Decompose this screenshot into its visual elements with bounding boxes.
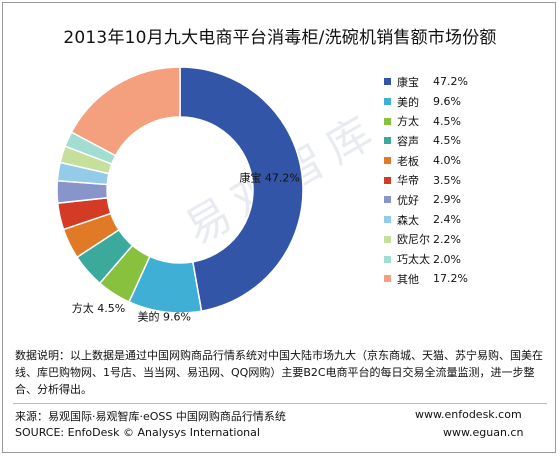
legend-item: 优好 2.9% — [384, 190, 534, 210]
url-enfodesk: www.enfodesk.com — [415, 408, 522, 421]
legend-swatch — [384, 137, 391, 145]
legend-value: 17.2% — [433, 272, 468, 286]
url-eguan: www.eguan.cn — [443, 426, 524, 439]
chart-legend: 康宝 47.2% 美的 9.6% 方太 4.5% 容声 4.5% 老板 4.0% 华帝 3.5% 优好 2… — [384, 72, 534, 289]
donut-chart: 康宝 47.2% 美的 9.6% 方太 4.5% — [56, 66, 304, 324]
legend-label: 容声 — [397, 134, 419, 148]
legend-item: 美的 9.6% — [384, 92, 534, 112]
legend-value: 4.5% — [433, 114, 461, 128]
legend-value: 2.9% — [433, 193, 461, 207]
legend-item: 森太 2.4% — [384, 210, 534, 230]
legend-label: 优好 — [397, 193, 419, 207]
legend-label: 方太 — [397, 115, 419, 129]
chart-frame: 2013年10月九大电商平台消毒柜/洗碗机销售额市场份额 易观智库 康宝 47.… — [2, 2, 556, 453]
legend-label: 森太 — [397, 213, 419, 227]
legend-item: 老板 4.0% — [384, 151, 534, 171]
legend-item: 方太 4.5% — [384, 111, 534, 131]
legend-swatch — [384, 117, 391, 125]
legend-item: 容声 4.5% — [384, 131, 534, 151]
source-cn: 来源：易观国际·易观智库·eOSS 中国网购商品行情系统 — [15, 410, 286, 423]
legend-item: 欧尼尔 2.2% — [384, 230, 534, 250]
legend-swatch — [384, 157, 391, 165]
data-note: 数据说明：以上数据是通过中国网购商品行情系统对中国大陆市场九大（京东商城、天猫、… — [15, 349, 543, 396]
legend-value: 47.2% — [433, 75, 468, 89]
legend-label: 华帝 — [397, 174, 419, 188]
legend-value: 2.2% — [433, 232, 461, 246]
slice-label-美的: 美的 9.6% — [138, 309, 191, 323]
legend-item: 巧太太 2.0% — [384, 249, 534, 269]
legend-swatch — [384, 275, 391, 283]
legend-value: 4.5% — [433, 134, 461, 148]
legend-item: 康宝 47.2% — [384, 72, 534, 92]
legend-value: 9.6% — [433, 95, 461, 109]
legend-value: 4.0% — [433, 154, 461, 168]
chart-title: 2013年10月九大电商平台消毒柜/洗碗机销售额市场份额 — [63, 28, 497, 48]
donut-slices — [56, 66, 304, 314]
legend-swatch — [384, 235, 391, 243]
legend-label: 康宝 — [397, 75, 419, 89]
legend-label: 巧太太 — [397, 253, 430, 267]
divider — [13, 403, 547, 404]
legend-value: 3.5% — [433, 173, 461, 187]
legend-item: 华帝 3.5% — [384, 170, 534, 190]
source-en: SOURCE: EnfoDesk © Analysys Internationa… — [15, 426, 260, 439]
slice-其他 — [70, 66, 181, 157]
legend-label: 其他 — [397, 272, 419, 286]
legend-label: 欧尼尔 — [397, 233, 430, 247]
legend-swatch — [384, 98, 391, 106]
slice-labels: 康宝 47.2% 美的 9.6% 方太 4.5% — [72, 171, 300, 324]
slice-康宝 — [179, 66, 304, 312]
slice-label-康宝: 康宝 47.2% — [239, 171, 299, 185]
legend-label: 美的 — [397, 95, 419, 109]
legend-swatch — [384, 255, 391, 263]
legend-value: 2.0% — [433, 252, 461, 266]
legend-swatch — [384, 176, 391, 184]
legend-swatch — [384, 216, 391, 224]
legend-value: 2.4% — [433, 213, 461, 227]
legend-swatch — [384, 196, 391, 204]
slice-label-方太: 方太 4.5% — [72, 301, 125, 315]
legend-label: 老板 — [397, 154, 419, 168]
legend-item: 其他 17.2% — [384, 269, 534, 289]
legend-swatch — [384, 78, 391, 86]
